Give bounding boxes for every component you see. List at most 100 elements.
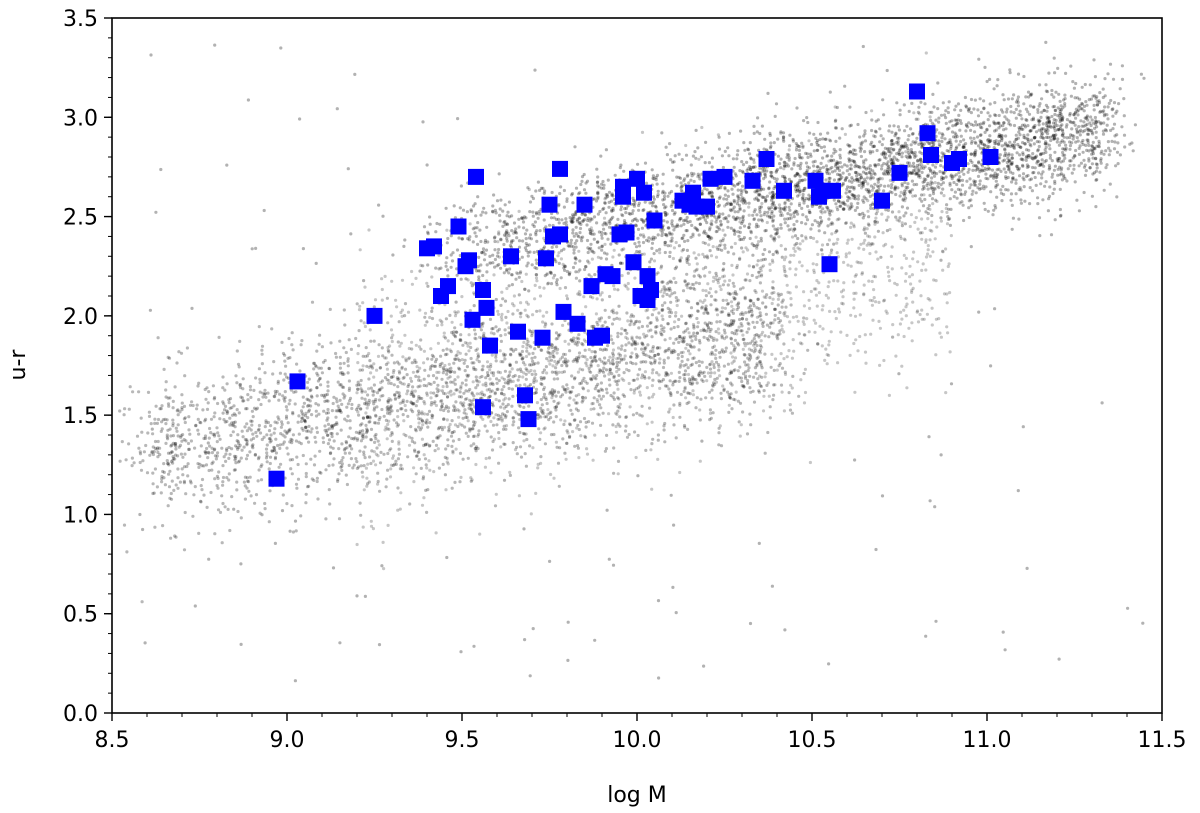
cloud-point: [444, 317, 448, 321]
cloud-point: [710, 156, 715, 160]
cloud-point: [314, 440, 318, 444]
cloud-point: [527, 384, 531, 388]
cloud-point: [734, 329, 738, 333]
cloud-point: [568, 434, 572, 438]
cloud-point: [549, 433, 554, 437]
cloud-point: [202, 464, 206, 468]
cloud-point: [260, 362, 264, 366]
cloud-point: [575, 336, 579, 340]
cloud-point: [530, 194, 534, 198]
cloud-point: [826, 131, 830, 135]
cloud-point: [375, 405, 379, 409]
cloud-point: [726, 362, 731, 366]
cloud-point: [350, 406, 354, 411]
cloud-point: [687, 391, 691, 395]
cloud-point: [889, 157, 893, 161]
cloud-point: [778, 332, 782, 336]
cloud-point: [685, 272, 689, 276]
cloud-point: [640, 414, 644, 418]
cloud-point: [312, 361, 317, 365]
cloud-point: [499, 334, 503, 338]
cloud-point: [362, 453, 366, 457]
cloud-point: [645, 324, 650, 328]
cloud-point: [411, 410, 415, 414]
cloud-point: [691, 154, 696, 158]
cloud-point: [326, 384, 330, 388]
cloud-point: [703, 161, 707, 165]
cloud-point: [232, 412, 236, 416]
cloud-point: [757, 350, 761, 354]
cloud-point: [832, 242, 836, 246]
cloud-point: [524, 377, 528, 381]
cloud-point: [403, 302, 408, 306]
cloud-point: [627, 341, 631, 345]
cloud-point: [640, 342, 645, 346]
cloud-point: [575, 343, 579, 347]
cloud-point: [910, 101, 914, 105]
cloud-point: [611, 362, 616, 366]
cloud-point: [386, 451, 390, 456]
cloud-point: [518, 404, 522, 408]
cloud-point: [234, 461, 238, 465]
cloud-point: [753, 165, 757, 169]
cloud-point: [662, 329, 666, 333]
cloud-point: [325, 399, 329, 403]
cloud-point: [755, 320, 759, 324]
cloud-point: [617, 397, 621, 401]
cloud-point: [793, 243, 797, 247]
cloud-point: [992, 174, 996, 178]
cloud-point: [1052, 56, 1056, 60]
cloud-point: [357, 344, 361, 348]
cloud-point: [963, 95, 968, 100]
cloud-point: [343, 323, 347, 327]
cloud-point: [980, 126, 984, 130]
cloud-point: [582, 376, 586, 380]
cloud-point: [796, 236, 800, 241]
cloud-point: [483, 424, 487, 428]
cloud-point: [743, 278, 747, 282]
cloud-point: [715, 376, 719, 380]
cloud-point: [301, 428, 305, 432]
cloud-point: [672, 228, 676, 232]
cloud-point: [788, 208, 792, 212]
cloud-point: [737, 234, 741, 238]
cloud-point: [590, 324, 594, 329]
cloud-point: [450, 419, 454, 423]
cloud-point: [802, 119, 806, 123]
cloud-point: [740, 311, 744, 315]
cloud-point: [636, 433, 640, 438]
cloud-point: [581, 398, 585, 402]
cloud-point: [163, 417, 167, 421]
cloud-point: [508, 370, 512, 374]
cloud-point: [1030, 118, 1034, 122]
cloud-point: [445, 256, 449, 260]
cloud-point: [426, 357, 430, 361]
cloud-point: [363, 445, 367, 449]
cloud-point: [504, 315, 508, 319]
cloud-point: [213, 532, 217, 536]
cloud-point: [592, 396, 596, 400]
cloud-point: [554, 415, 558, 419]
cloud-point: [159, 429, 163, 433]
cloud-point: [234, 444, 238, 448]
cloud-point: [845, 169, 849, 173]
cloud-point: [959, 139, 963, 144]
cloud-point: [341, 372, 345, 376]
cloud-point: [1075, 198, 1079, 202]
cloud-point: [388, 410, 392, 414]
cloud-point: [263, 507, 267, 511]
cloud-point: [832, 198, 836, 202]
cloud-point: [709, 416, 713, 420]
cloud-point: [580, 179, 584, 183]
cloud-point: [337, 517, 342, 521]
cloud-point: [425, 510, 429, 514]
cloud-point: [1083, 173, 1088, 177]
cloud-point: [735, 307, 739, 312]
cloud-point: [666, 306, 670, 310]
cloud-point: [180, 393, 184, 397]
cloud-point: [819, 204, 823, 208]
cloud-point: [619, 332, 623, 336]
cloud-point: [469, 281, 473, 285]
cloud-point: [225, 476, 229, 480]
cloud-point: [497, 399, 501, 403]
